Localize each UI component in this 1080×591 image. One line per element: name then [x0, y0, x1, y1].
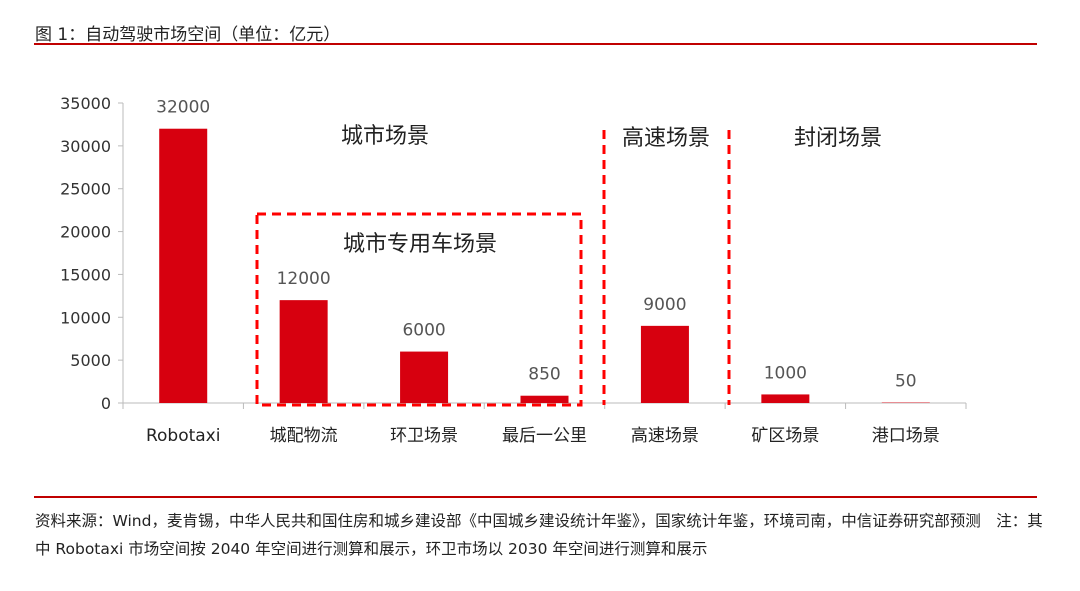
- data-label: 50: [895, 372, 917, 392]
- data-label: 12000: [277, 269, 331, 289]
- y-tick-label: 10000: [60, 308, 111, 327]
- x-tick-label: 最后一公里: [502, 426, 587, 446]
- x-tick-label: 高速场景: [631, 426, 699, 446]
- y-tick-label: 20000: [60, 223, 111, 242]
- y-tick-label: 35000: [60, 94, 111, 113]
- data-label: 32000: [156, 98, 210, 118]
- bar-1: [279, 300, 328, 403]
- y-tick-label: 5000: [70, 351, 111, 370]
- scene-annotation: 封闭场景: [794, 126, 882, 151]
- data-label: 1000: [764, 363, 807, 383]
- bar-5: [761, 394, 810, 403]
- y-tick-label: 25000: [60, 180, 111, 199]
- data-label: 6000: [402, 321, 445, 341]
- source-note: 资料来源：Wind，麦肯锡，中华人民共和国住房和城乡建设部《中国城乡建设统计年鉴…: [35, 512, 1043, 558]
- scene-annotation: 高速场景: [622, 126, 710, 151]
- scene-annotation: 城市专用车场景: [343, 232, 497, 257]
- bar-0: [159, 128, 208, 403]
- x-tick-label: 城配物流: [270, 426, 338, 446]
- y-tick-label: 15000: [60, 265, 111, 284]
- data-label: 850: [528, 365, 560, 385]
- footer-rule: [34, 496, 1037, 498]
- y-tick-label: 0: [101, 394, 111, 413]
- x-tick-label: 港口场景: [872, 426, 940, 446]
- x-tick-label: 环卫场景: [390, 426, 458, 446]
- figure-title: 图 1：自动驾驶市场空间（单位：亿元）: [35, 25, 341, 45]
- x-tick-label: Robotaxi: [146, 426, 221, 446]
- data-label: 9000: [643, 295, 686, 315]
- dashed-box-urban-special: [255, 212, 583, 407]
- title-rule: [34, 43, 1037, 45]
- scene-annotation: 城市场景: [341, 124, 429, 149]
- bar-4: [640, 325, 689, 403]
- bar-3: [520, 395, 569, 403]
- x-tick-label: 矿区场景: [751, 426, 819, 446]
- bar-2: [400, 351, 449, 403]
- y-tick-label: 30000: [60, 137, 111, 156]
